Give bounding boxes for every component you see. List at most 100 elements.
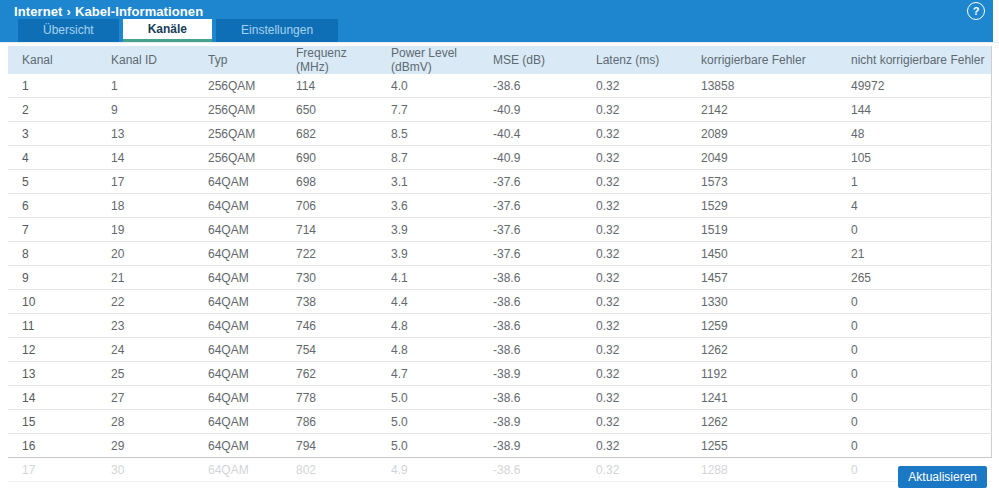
cell: 0.32 [590, 314, 695, 338]
cell: 0.32 [590, 434, 695, 458]
cell: 3.9 [385, 218, 487, 242]
tab-kanaele[interactable]: Kanäle [123, 19, 212, 42]
cell: 1529 [695, 194, 845, 218]
cell: 16 [8, 434, 105, 458]
cell: 2 [8, 98, 105, 122]
column-header: MSE (dB) [487, 46, 590, 74]
cell: 3.1 [385, 170, 487, 194]
table-row: 173064QAM8024.9-38.60.3212880 [8, 458, 991, 482]
cell: -38.6 [487, 386, 590, 410]
cell: 4.8 [385, 314, 487, 338]
cell: 64QAM [202, 338, 290, 362]
cell: 64QAM [202, 194, 290, 218]
cell: 0 [845, 386, 991, 410]
cell: 27 [105, 386, 202, 410]
cell: 20 [105, 242, 202, 266]
cell: 722 [290, 242, 385, 266]
header-edge-strip [993, 0, 999, 42]
cell: 0.32 [590, 74, 695, 98]
cell: -40.4 [487, 122, 590, 146]
breadcrumb-separator: › [62, 4, 74, 19]
cell: 762 [290, 362, 385, 386]
cell: 1254 [695, 482, 845, 489]
cell: 64QAM [202, 266, 290, 290]
table-row: 112364QAM7464.8-38.60.3212590 [8, 314, 991, 338]
cell: 786 [290, 410, 385, 434]
table-row: 102264QAM7384.4-38.60.3213300 [8, 290, 991, 314]
cell: 5 [8, 170, 105, 194]
cell: 64QAM [202, 314, 290, 338]
cell: 0 [845, 290, 991, 314]
column-header: Power Level (dBmV) [385, 46, 487, 74]
cell: 2089 [695, 122, 845, 146]
refresh-button[interactable]: Aktualisieren [898, 466, 987, 488]
cell: 64QAM [202, 290, 290, 314]
cell: 810 [290, 482, 385, 489]
cell: 1457 [695, 266, 845, 290]
cell: 0.32 [590, 458, 695, 482]
cell: 682 [290, 122, 385, 146]
cell: -38.6 [487, 314, 590, 338]
cell: 778 [290, 386, 385, 410]
cell: 7.7 [385, 98, 487, 122]
cell: 2142 [695, 98, 845, 122]
cell: 9 [105, 98, 202, 122]
tab-einstellungen[interactable]: Einstellungen [216, 19, 338, 42]
cell: 0.32 [590, 410, 695, 434]
breadcrumb-section: Internet [14, 4, 62, 19]
cell: 3 [8, 122, 105, 146]
cell: 0 [845, 338, 991, 362]
help-icon[interactable]: ? [967, 2, 985, 20]
cell: 8.5 [385, 122, 487, 146]
cell: 21 [845, 242, 991, 266]
cell: 64QAM [202, 170, 290, 194]
cell: 0.32 [590, 242, 695, 266]
cell: 1330 [695, 290, 845, 314]
column-header: Kanal [8, 46, 105, 74]
cell: 23 [105, 314, 202, 338]
column-header: Latenz (ms) [590, 46, 695, 74]
table-row: 11256QAM1144.0-38.60.321385849972 [8, 74, 991, 98]
cell: 49972 [845, 74, 991, 98]
cell: 265 [845, 266, 991, 290]
column-header: nicht korrigierbare Fehler [845, 46, 991, 74]
cell: -37.6 [487, 194, 590, 218]
table-row: 61864QAM7063.6-37.60.3215294 [8, 194, 991, 218]
cell: 4.9 [385, 458, 487, 482]
cell: 0.32 [590, 98, 695, 122]
cell: 706 [290, 194, 385, 218]
cell: 0 [845, 362, 991, 386]
cell: 13 [105, 122, 202, 146]
cell: 0 [845, 434, 991, 458]
tab-uebersicht[interactable]: Übersicht [18, 19, 119, 42]
cell: 0.32 [590, 386, 695, 410]
cell: 7 [8, 218, 105, 242]
cell: 17 [8, 458, 105, 482]
top-navigation-bar: Internet›Kabel-Informationen ? Übersicht… [0, 0, 999, 42]
table-row: 414256QAM6908.7-40.90.322049105 [8, 146, 991, 170]
cell: 64QAM [202, 242, 290, 266]
cell: 730 [290, 266, 385, 290]
cell: 4 [845, 194, 991, 218]
cell: 18 [105, 194, 202, 218]
cell: 1262 [695, 410, 845, 434]
cell: 114 [290, 74, 385, 98]
cell: 738 [290, 290, 385, 314]
cell: -37.6 [487, 242, 590, 266]
cell: 1 [845, 170, 991, 194]
cell: 1259 [695, 314, 845, 338]
cell: -37.6 [487, 218, 590, 242]
cell: 8 [8, 242, 105, 266]
table-row: 29256QAM6507.7-40.90.322142144 [8, 98, 991, 122]
cell: -40.9 [487, 146, 590, 170]
cell: 256QAM [202, 122, 290, 146]
table-row: 313256QAM6828.5-40.40.32208948 [8, 122, 991, 146]
channels-table-container: KanalKanal IDTypFrequenz (MHz)Power Leve… [0, 42, 999, 489]
cell: 1 [8, 74, 105, 98]
cell: 0.32 [590, 146, 695, 170]
cell: -38.6 [487, 74, 590, 98]
cell: 64QAM [202, 362, 290, 386]
cell: 11 [8, 314, 105, 338]
cell: 48 [845, 122, 991, 146]
table-row: 92164QAM7304.1-38.60.321457265 [8, 266, 991, 290]
